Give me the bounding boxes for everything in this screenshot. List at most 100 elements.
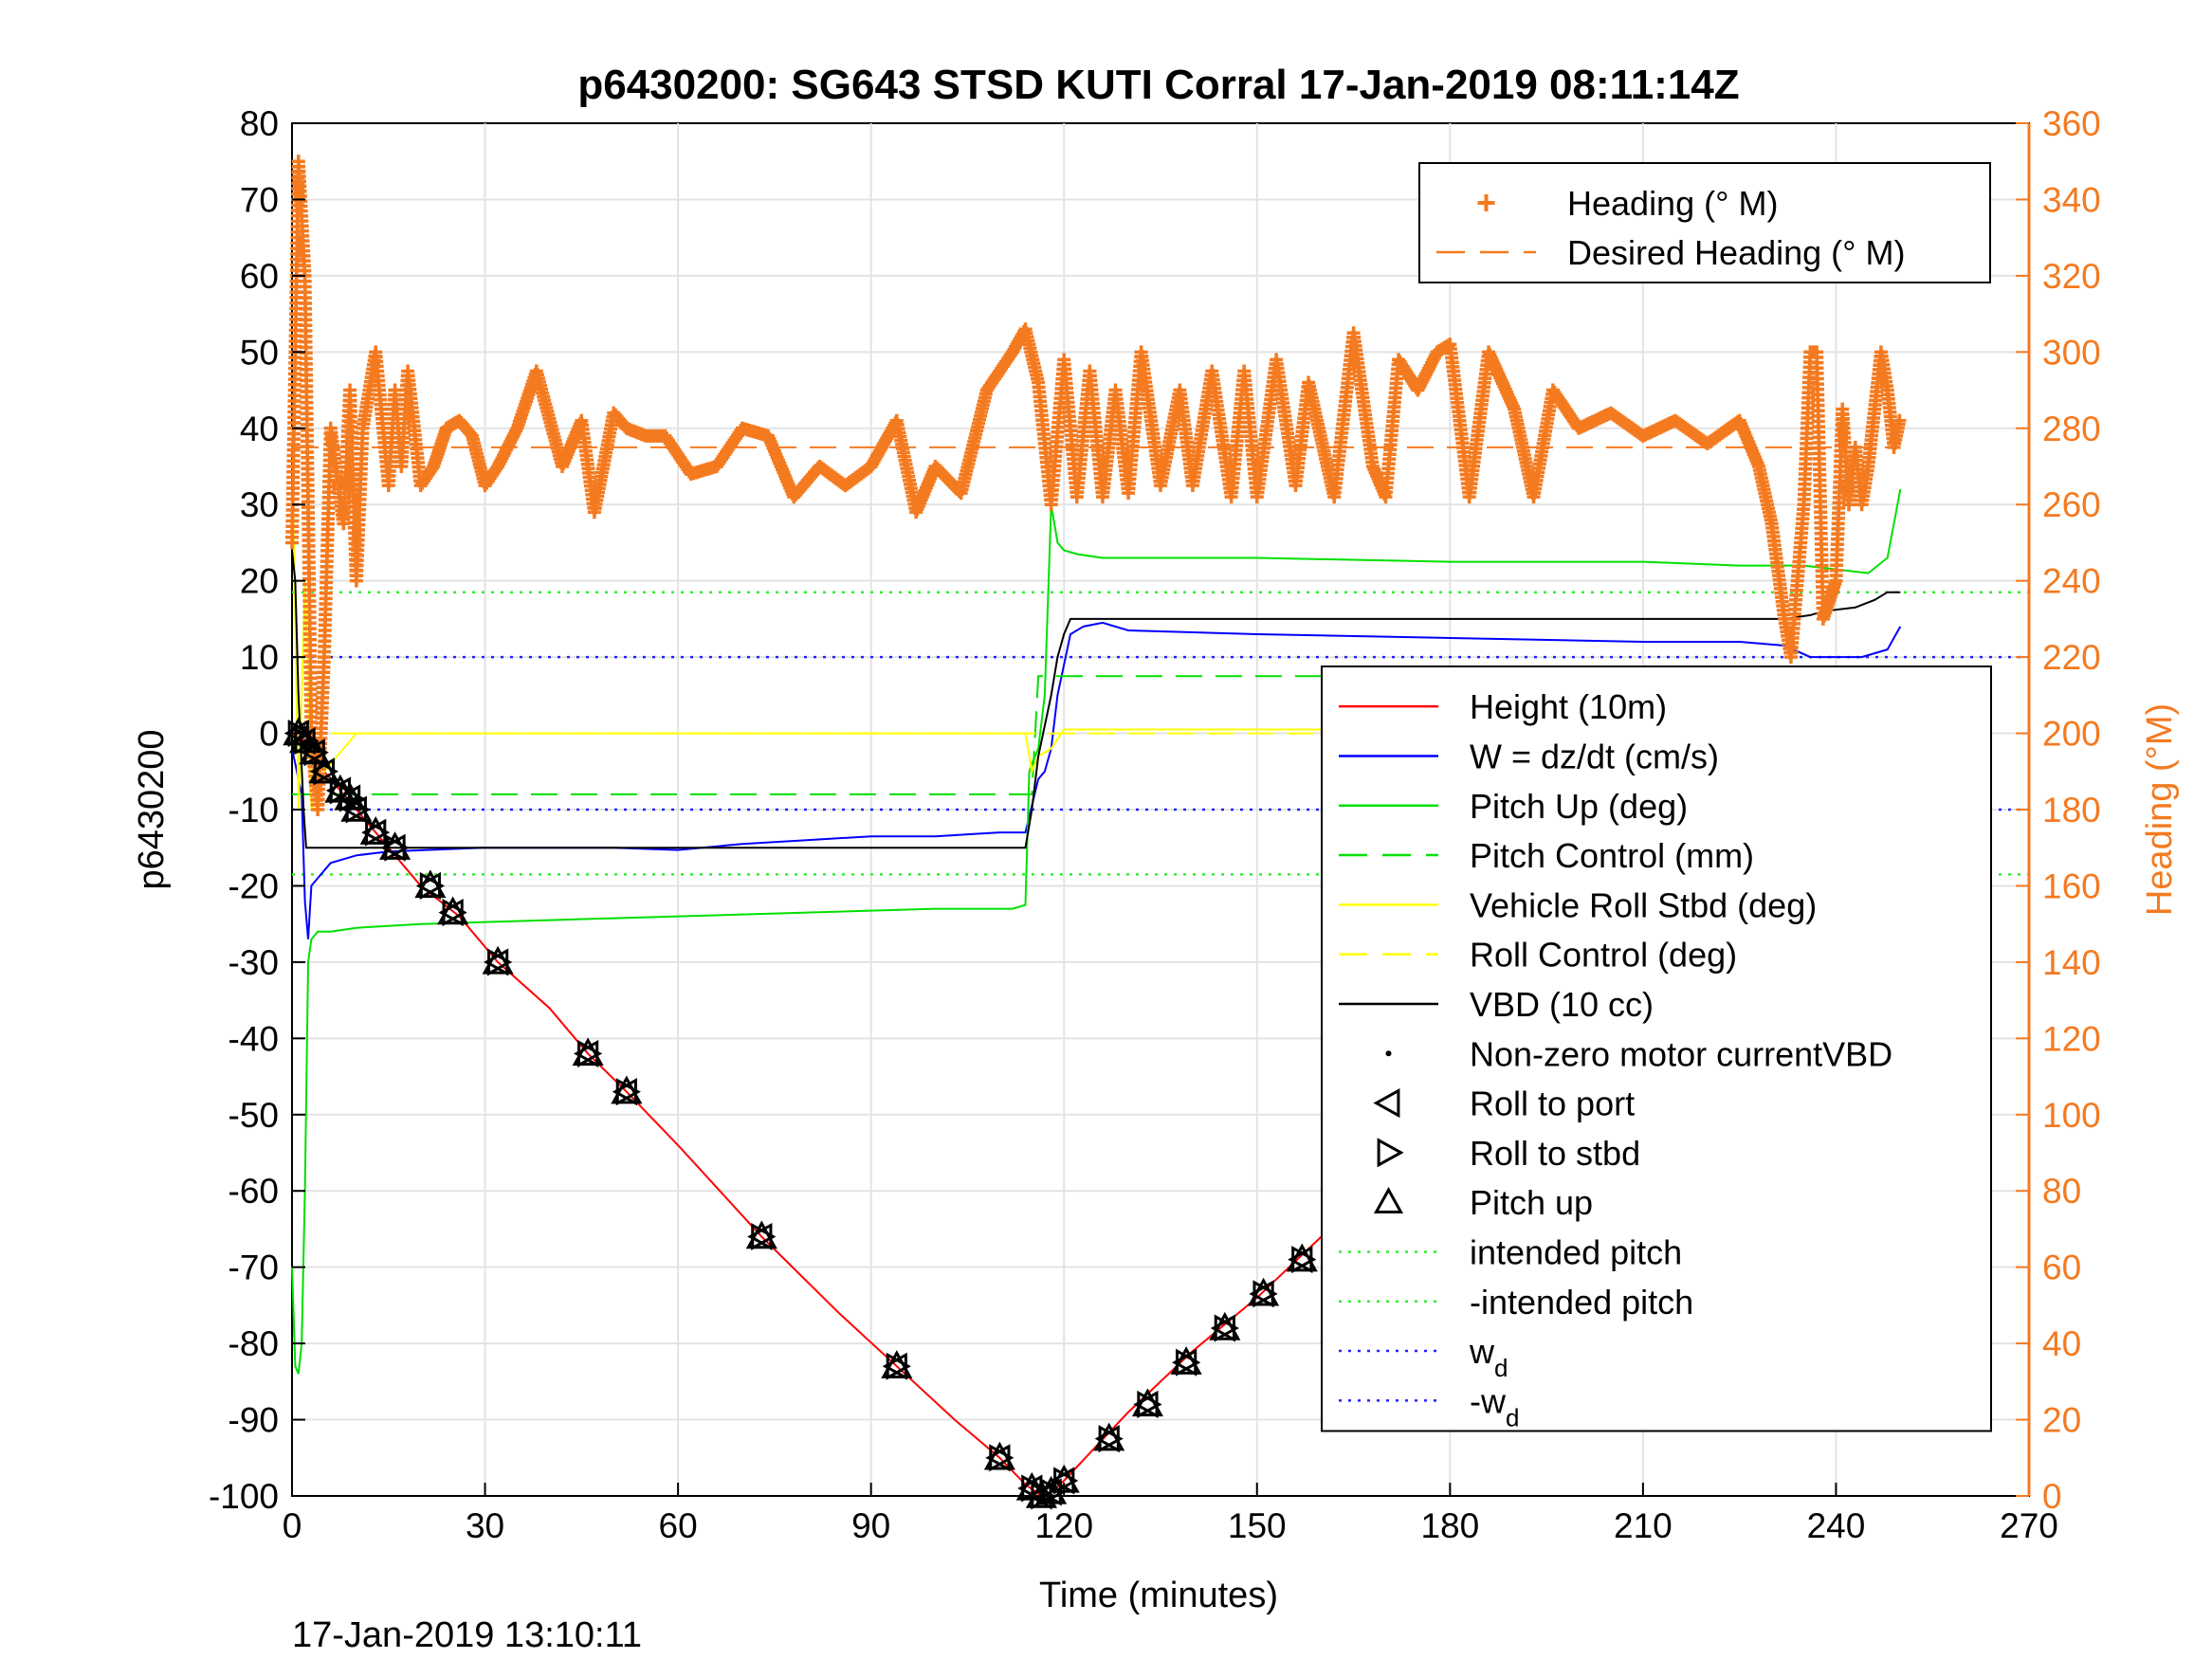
y-tick-label: -40 [229,1019,279,1058]
legend-label: Height (10m) [1470,687,1667,726]
marker-point [340,793,373,824]
legend-label: Vehicle Roll Stbd (deg) [1470,885,1817,924]
legend-label: Pitch Control (mm) [1470,836,1754,875]
marker-point [611,1075,643,1106]
legend-sample-tri-right [1377,1138,1404,1168]
x-tick-label: 120 [1034,1506,1093,1545]
marker-point [1170,1346,1202,1376]
marker-point [359,816,392,847]
legend-top: Heading (° M) Desired Heading (° M) [1418,162,1991,283]
marker-point [1131,1388,1163,1419]
y2-tick-label: 20 [2042,1401,2081,1440]
y2-tick-label: 280 [2042,410,2101,448]
legend-label: -intended pitch [1470,1283,1693,1322]
marker-point [983,1441,1015,1472]
legend-entry: Height (10m) [1339,687,1667,726]
legend-sample-tri-left [1373,1088,1400,1119]
x-tick-label: 90 [851,1506,890,1545]
y2-tick-label: 300 [2042,333,2101,372]
y-tick-label: -70 [229,1249,279,1287]
y2-tick-label: 0 [2042,1477,2062,1516]
marker-point [1248,1277,1280,1308]
y-tick-label: -80 [229,1324,279,1363]
y-tick-label: -30 [229,943,279,982]
roll-to-stbd-marker [886,1352,911,1380]
legend-entry: Pitch Control (mm) [1339,836,1754,875]
legend-label: Desired Heading (° M) [1567,233,1906,272]
marker-point [437,896,469,927]
legend-label: Pitch Up (deg) [1470,787,1688,826]
roll-to-stbd-marker [419,871,445,900]
y2-tick-label: 240 [2042,562,2101,601]
legend-entry: intended pitch [1339,1232,1682,1271]
x-tick-label: 210 [1614,1506,1673,1545]
y-tick-label: 40 [240,410,279,448]
y-tick-label: -20 [229,866,279,905]
y2-tick-label: 160 [2042,866,2101,905]
legend-label: Non-zero motor currentVBD [1470,1034,1892,1073]
y-tick-label: 80 [240,104,279,143]
y2-tick-label: 100 [2042,1096,2101,1135]
x-tick-label: 180 [1420,1506,1479,1545]
marker-point [379,831,411,862]
legend-entry: Non-zero motor currentVBD [1385,1034,1892,1073]
series-w-dz-dt-cm-s [291,621,1902,939]
legend-entry: Roll Control (deg) [1339,936,1737,975]
legend-entry: Vehicle Roll Stbd (deg) [1339,885,1817,924]
y-tick-label: 10 [240,638,279,677]
legend-label: VBD (10 cc) [1470,985,1654,1024]
legend-entry: Pitch up [1373,1183,1593,1222]
roll-to-stbd-marker [365,818,391,847]
legend-label: Heading (° M) [1567,184,1778,223]
heading-point [1892,413,1907,428]
marker-point [572,1037,604,1067]
y-tick-label: 30 [240,485,279,524]
legend-entry: Desired Heading (° M) [1436,233,1906,272]
y2-tick-label: 340 [2042,180,2101,219]
roll-to-stbd-marker [1098,1425,1124,1453]
marker-point [1093,1422,1125,1453]
legend-box [1418,162,1991,283]
legend-label: Roll to stbd [1470,1134,1640,1173]
legend-label-subscript: d [1506,1403,1519,1431]
legend-entry: -intended pitch [1339,1283,1693,1322]
marker-point [482,945,514,976]
roll-to-stbd-marker [303,738,329,767]
roll-to-stbd-marker [1137,1390,1162,1419]
axes: 0 30 60 90 120 150 180 210 240 270 80 70 60 50 40 30 20 1… [209,104,2101,1545]
y-tick-label: -10 [229,791,279,830]
x-tick-label: 30 [466,1506,504,1545]
chart-title: p6430200: SG643 STSD KUTI Corral 17-Jan-… [577,62,1739,108]
y-tick-label: 0 [259,715,279,754]
legend-box [1321,665,1992,1432]
y2-tick-label: 140 [2042,943,2101,982]
series-vbd-10-cc [291,550,1901,849]
legend-sample-dot [1385,1050,1392,1057]
x-tick-label: 60 [659,1506,698,1545]
legend-entry: Roll to stbd [1377,1134,1640,1173]
series-heading [285,155,1907,816]
y2-tick-label: 260 [2042,485,2101,524]
marker-point [414,869,447,900]
roll-to-stbd-marker [1176,1348,1201,1376]
marker-point [1209,1311,1241,1342]
x-tick-label: 240 [1807,1506,1866,1545]
legend-label: W = dz/dt (cm/s) [1470,737,1719,775]
roll-to-stbd-marker [313,757,339,786]
roll-to-stbd-marker [989,1444,1015,1472]
roll-to-stbd-marker [384,833,410,862]
roll-to-stbd-marker [615,1078,641,1106]
legend-entry: Pitch Up (deg) [1339,787,1688,826]
roll-to-stbd-marker [487,948,513,976]
legend-main: Height (10m) W = dz/dt (cm/s) Pitch Up (de… [1321,665,1992,1432]
legend-label: Roll to port [1470,1085,1635,1123]
legend-label: intended pitch [1470,1232,1682,1271]
y2-tick-label: 200 [2042,715,2101,754]
marker-point [1286,1243,1318,1274]
y2-tick-label: 220 [2042,638,2101,677]
roll-to-stbd-marker [345,795,371,824]
legend-label: Roll Control (deg) [1470,936,1737,975]
x-tick-label: 270 [2000,1506,2058,1545]
roll-to-stbd-marker [1252,1280,1278,1308]
